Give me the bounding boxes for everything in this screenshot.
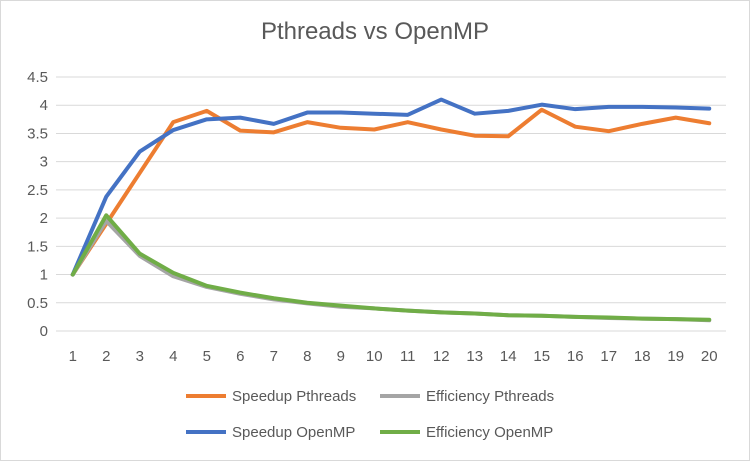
x-tick-label: 5 [203, 348, 211, 365]
legend-label: Efficiency OpenMP [426, 423, 554, 441]
x-tick-label: 19 [667, 348, 684, 365]
legend-item-speedup-pthreads[interactable]: Speedup Pthreads [186, 386, 356, 406]
y-tick-label: 4 [40, 97, 48, 114]
x-tick-label: 12 [433, 348, 450, 365]
legend-item-efficiency-openmp[interactable]: Efficiency OpenMP [380, 422, 553, 442]
series-line-speedup-openmp[interactable] [70, 97, 712, 277]
x-tick-label: 14 [500, 348, 517, 365]
legend-item-speedup-openmp[interactable]: Speedup OpenMP [186, 422, 355, 442]
x-tick-label: 6 [236, 348, 244, 365]
series-line-speedup-pthreads[interactable] [70, 107, 712, 277]
x-tick-label: 17 [600, 348, 617, 365]
y-tick-label: 4.5 [27, 69, 48, 86]
x-tick-label: 9 [337, 348, 345, 365]
y-tick-label: 3 [40, 154, 48, 171]
series-lines [70, 97, 712, 323]
legend-label: Speedup Pthreads [232, 387, 357, 405]
legend-swatch [380, 394, 420, 398]
y-tick-label: 3.5 [27, 125, 48, 142]
legend-item-efficiency-pthreads[interactable]: Efficiency Pthreads [380, 386, 554, 406]
legend-swatch [380, 430, 420, 434]
x-tick-label: 20 [701, 348, 718, 365]
x-tick-label: 4 [169, 348, 177, 365]
legend-label: Efficiency Pthreads [426, 387, 555, 405]
x-tick-label: 11 [400, 348, 416, 365]
x-tick-label: 2 [102, 348, 110, 365]
chart-title: Pthreads vs OpenMP [260, 18, 490, 45]
y-tick-label: 0 [40, 323, 48, 340]
x-tick-label: 16 [567, 348, 584, 365]
x-tick-label: 18 [634, 348, 651, 365]
y-tick-label: 0.5 [27, 295, 48, 312]
y-tick-label: 2.5 [27, 182, 48, 199]
y-tick-label: 2 [40, 210, 48, 227]
x-tick-label: 13 [466, 348, 483, 365]
y-axis-tick-labels: 0 0.5 1 1.5 2 2.5 3 3.5 4 4.5 [27, 69, 48, 340]
x-tick-label: 1 [69, 348, 77, 365]
x-tick-label: 10 [366, 348, 383, 365]
legend-swatch [186, 394, 226, 398]
x-tick-label: 15 [533, 348, 550, 365]
gridlines [56, 76, 726, 332]
y-tick-label: 1.5 [27, 238, 48, 255]
series-line-efficiency-openmp[interactable] [70, 213, 712, 322]
x-axis-tick-labels: 1 2 3 4 5 6 7 8 9 10 11 12 13 14 15 16 17 18 19 20 [69, 348, 718, 365]
x-tick-label: 7 [270, 348, 278, 365]
x-tick-label: 8 [303, 348, 311, 365]
x-tick-label: 3 [136, 348, 144, 365]
y-tick-label: 1 [40, 267, 48, 284]
legend-label: Speedup OpenMP [232, 423, 356, 441]
legend-swatch [186, 430, 226, 434]
